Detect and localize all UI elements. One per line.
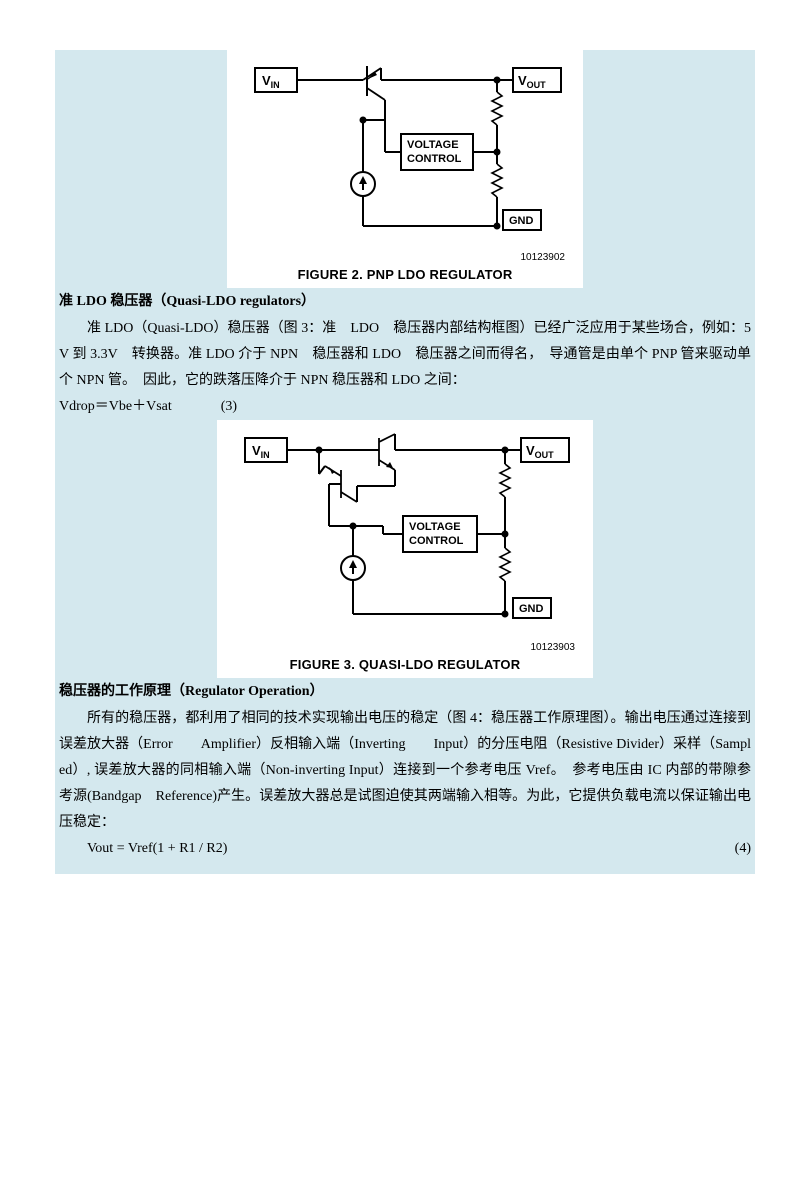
- figure-2-box: VIN VOUT VOLTAGE CONTROL GND 10123902 FI…: [227, 50, 583, 288]
- section-1-paragraph-1: 准 LDO（Quasi-LDO）稳压器（图 3：准 LDO 稳压器内部结构框图）…: [55, 316, 755, 394]
- figure-2-wrap: VIN VOUT VOLTAGE CONTROL GND 10123902 FI…: [55, 50, 755, 288]
- svg-text:CONTROL: CONTROL: [407, 153, 462, 165]
- section-1-equation: Vdrop＝Vbe＋Vsat (3): [55, 394, 755, 420]
- section-2-paragraph-1: 所有的稳压器，都利用了相同的技术实现输出电压的稳定（图 4：稳压器工作原理图）。…: [55, 706, 755, 835]
- section-2-equation-4: Vout = Vref(1 + R1 / R2) (4): [55, 836, 755, 862]
- page-content: VIN VOUT VOLTAGE CONTROL GND 10123902 FI…: [55, 50, 755, 874]
- equation-3-text: Vdrop＝Vbe＋Vsat: [59, 399, 172, 414]
- equation-3-number: (3): [221, 399, 237, 414]
- figure-3-caption: FIGURE 3. QUASI-LDO REGULATOR: [235, 657, 575, 672]
- svg-text:CONTROL: CONTROL: [409, 535, 464, 547]
- figure-2-diagram: VIN VOUT VOLTAGE CONTROL GND: [245, 60, 565, 250]
- svg-text:GND: GND: [519, 603, 544, 615]
- equation-4-number: (4): [735, 836, 751, 862]
- figure-3-diagram: VIN VOUT VOLTAGE CONTROL GND: [235, 430, 575, 640]
- figure-3-box: VIN VOUT VOLTAGE CONTROL GND 10123903 FI…: [217, 420, 593, 678]
- svg-text:VOLTAGE: VOLTAGE: [407, 139, 459, 151]
- section-1-heading: 准 LDO 稳压器（Quasi-LDO regulators）: [55, 288, 755, 316]
- svg-text:GND: GND: [509, 215, 534, 227]
- section-2-heading: 稳压器的工作原理（Regulator Operation）: [55, 678, 755, 706]
- figure-2-id: 10123902: [245, 252, 565, 263]
- figure-3-wrap: VIN VOUT VOLTAGE CONTROL GND 10123903 FI…: [55, 420, 755, 678]
- svg-text:VOLTAGE: VOLTAGE: [409, 521, 461, 533]
- figure-3-id: 10123903: [235, 642, 575, 653]
- equation-4-text: Vout = Vref(1 + R1 / R2): [59, 836, 227, 862]
- figure-2-caption: FIGURE 2. PNP LDO REGULATOR: [245, 267, 565, 282]
